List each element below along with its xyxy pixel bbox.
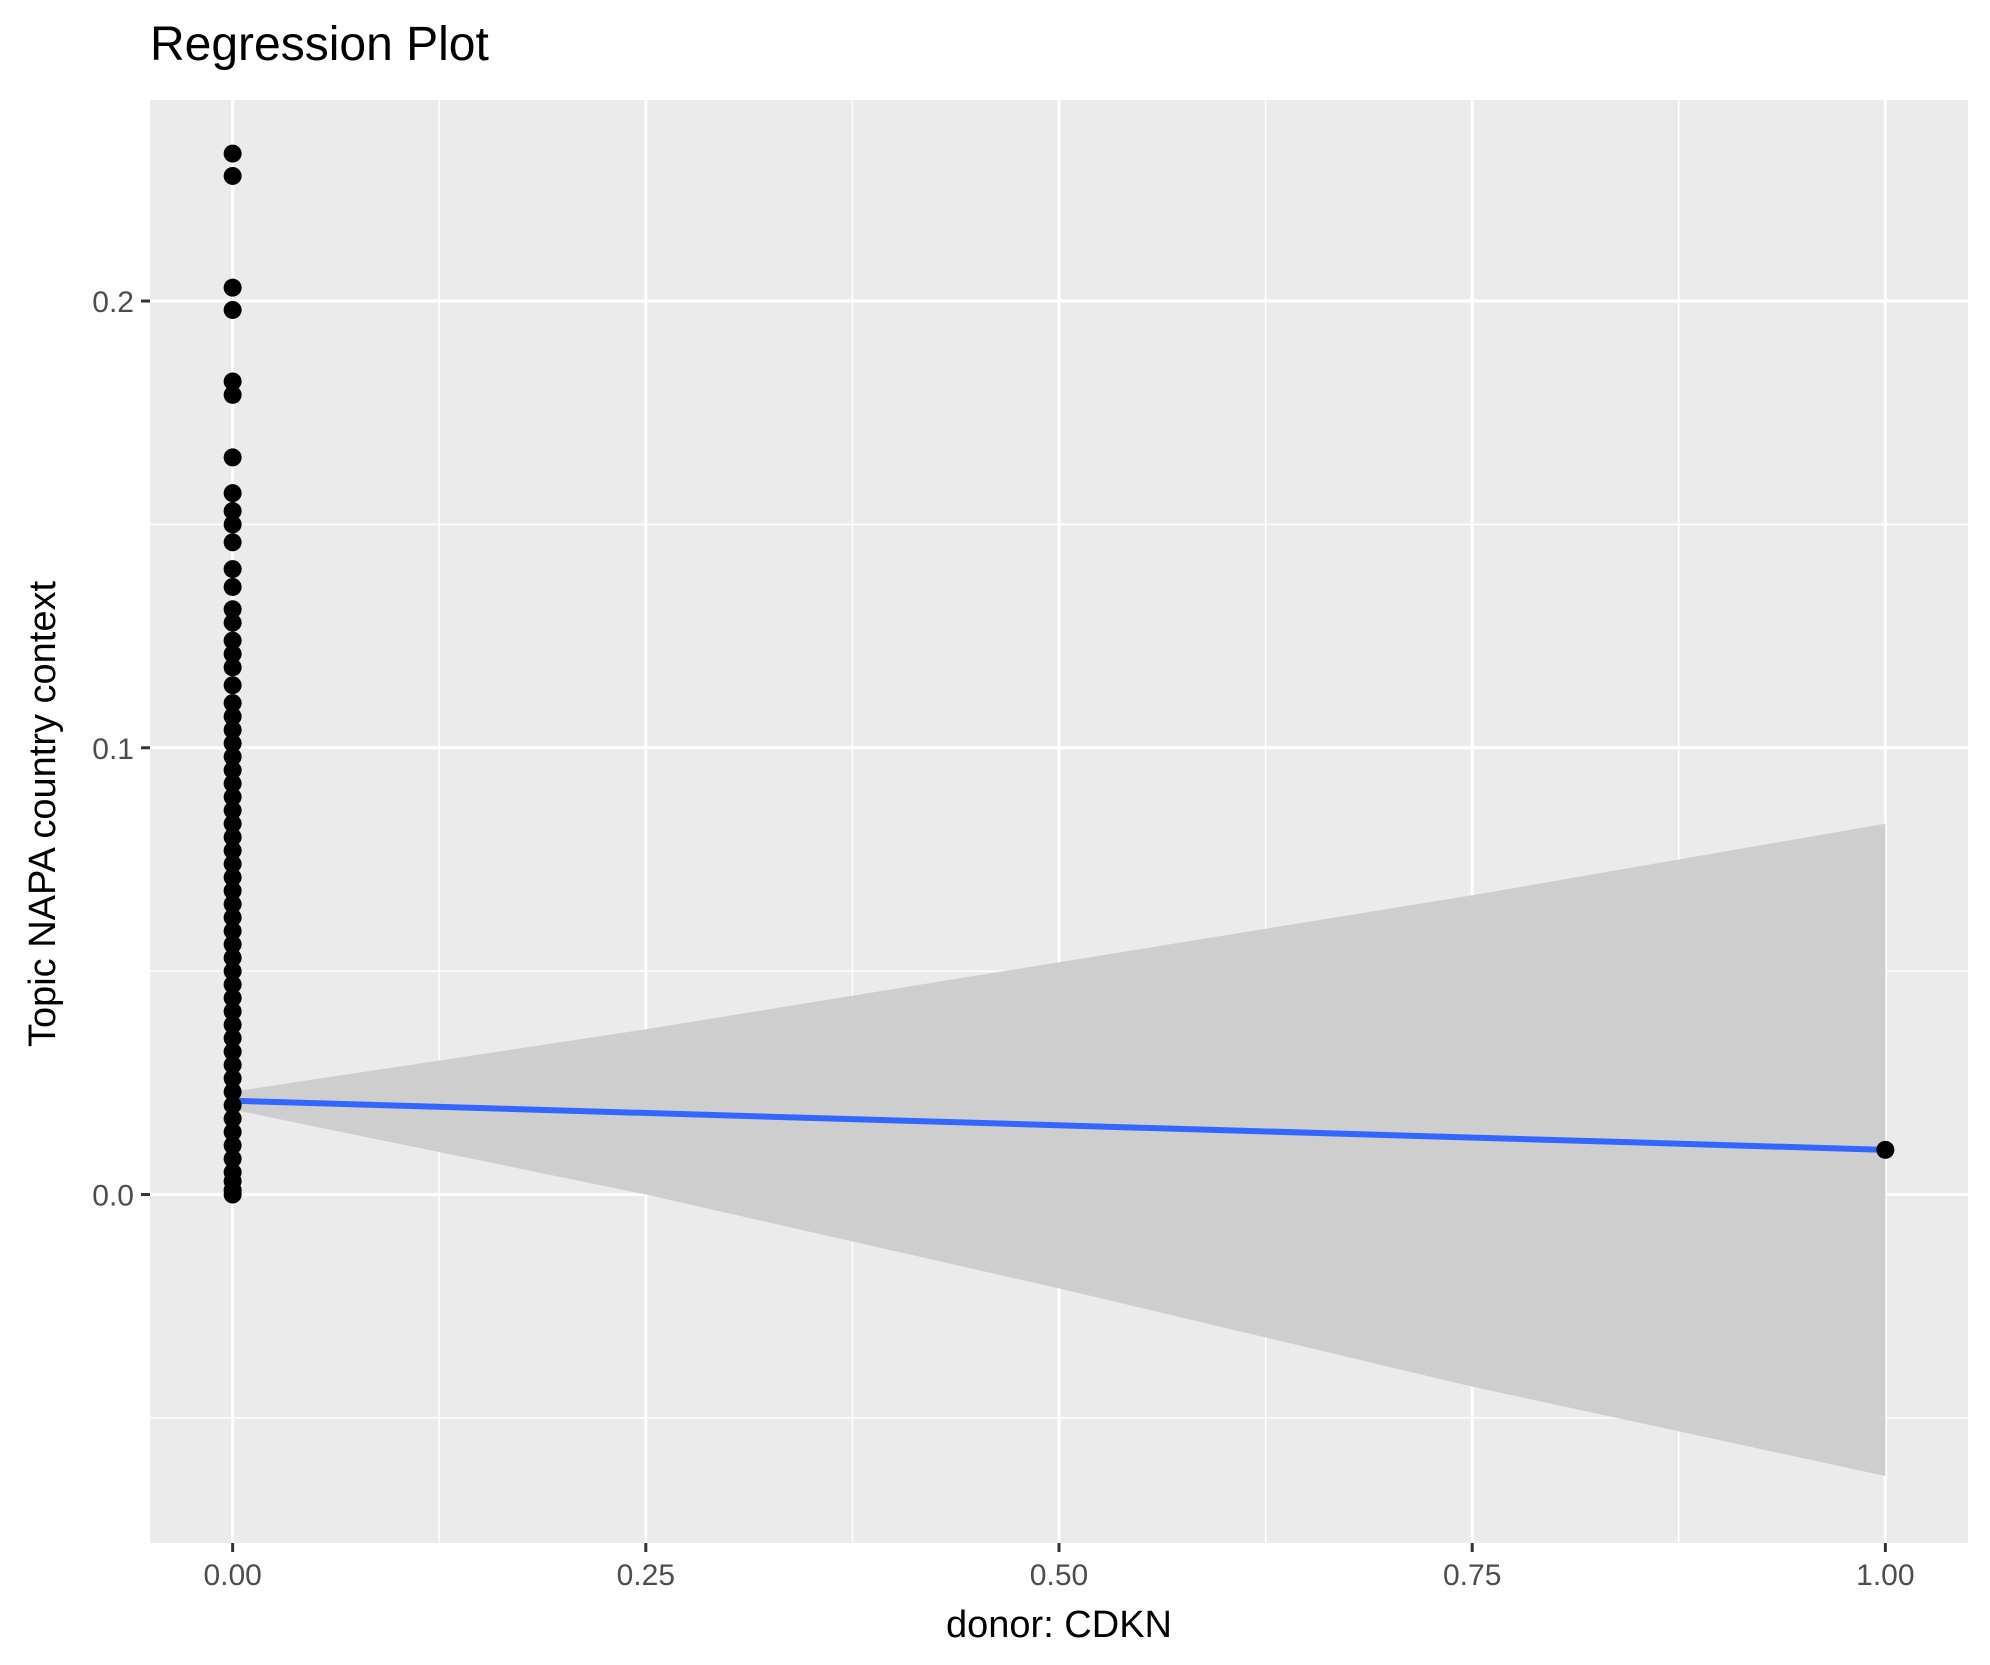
data-point [223, 707, 242, 726]
data-point [223, 734, 242, 753]
data-point [223, 1002, 242, 1021]
data-point [223, 948, 242, 967]
data-point [223, 801, 242, 820]
data-point [223, 1109, 242, 1128]
y-axis-title: Topic NAPA country context [22, 581, 64, 1048]
regression-line [232, 1097, 1886, 1153]
data-point [223, 895, 242, 914]
data-point [223, 144, 242, 163]
data-point [223, 278, 242, 297]
data-point [223, 774, 242, 793]
data-point [223, 1055, 242, 1074]
x-tick-label: 1.00 [1856, 1559, 1914, 1592]
data-point [223, 881, 242, 900]
data-point [223, 814, 242, 833]
data-point [223, 921, 242, 940]
data-point [223, 676, 242, 695]
data-point [223, 484, 242, 503]
data-point [223, 854, 242, 873]
data-point [223, 385, 242, 404]
data-point [223, 1082, 242, 1101]
confidence-band [232, 823, 1886, 1476]
data-point [223, 828, 242, 847]
x-axis-title: donor: CDKN [946, 1604, 1172, 1646]
data-point [223, 1069, 242, 1088]
data-point [223, 787, 242, 806]
data-point [223, 694, 242, 713]
data-point [223, 533, 242, 552]
data-point [223, 1149, 242, 1168]
data-point [223, 600, 242, 619]
data-point [223, 1042, 242, 1061]
data-point [223, 300, 242, 319]
y-tick-label: 0.0 [92, 1180, 134, 1213]
data-point [223, 515, 242, 534]
x-tick-label: 0.75 [1443, 1559, 1501, 1592]
data-point [223, 560, 242, 579]
data-point [223, 841, 242, 860]
x-tick-label: 0.00 [203, 1559, 261, 1592]
data-point [223, 761, 242, 780]
data-point [223, 577, 242, 596]
data-point [1876, 1140, 1895, 1159]
data-point [223, 631, 242, 650]
data-points [223, 144, 1895, 1204]
data-point [223, 613, 242, 632]
data-point [223, 658, 242, 677]
data-point [223, 747, 242, 766]
data-point [223, 908, 242, 927]
data-point [223, 868, 242, 887]
data-point [223, 720, 242, 739]
y-tick-label: 0.2 [92, 286, 134, 319]
x-tick-label: 0.25 [617, 1559, 675, 1592]
x-tick-label: 0.50 [1030, 1559, 1088, 1592]
data-point [223, 1136, 242, 1155]
chart-title: Regression Plot [150, 18, 489, 71]
data-point [223, 1096, 242, 1115]
axis-ticks: 0.0 0.1 0.2 0.00 0.25 0.50 0.75 1.00 [92, 286, 1914, 1592]
data-point [223, 1185, 242, 1204]
data-point [223, 935, 242, 954]
confidence-band-layer [232, 823, 1886, 1476]
data-point [223, 644, 242, 663]
data-point [223, 166, 242, 185]
data-point [223, 975, 242, 994]
data-point [223, 448, 242, 467]
data-point [223, 1029, 242, 1048]
data-point [223, 502, 242, 521]
regression-line-layer [232, 1097, 1886, 1153]
y-tick-label: 0.1 [92, 733, 134, 766]
data-point [223, 1122, 242, 1141]
data-point [223, 962, 242, 981]
data-point [223, 372, 242, 391]
data-point [223, 988, 242, 1007]
data-point [223, 1015, 242, 1034]
